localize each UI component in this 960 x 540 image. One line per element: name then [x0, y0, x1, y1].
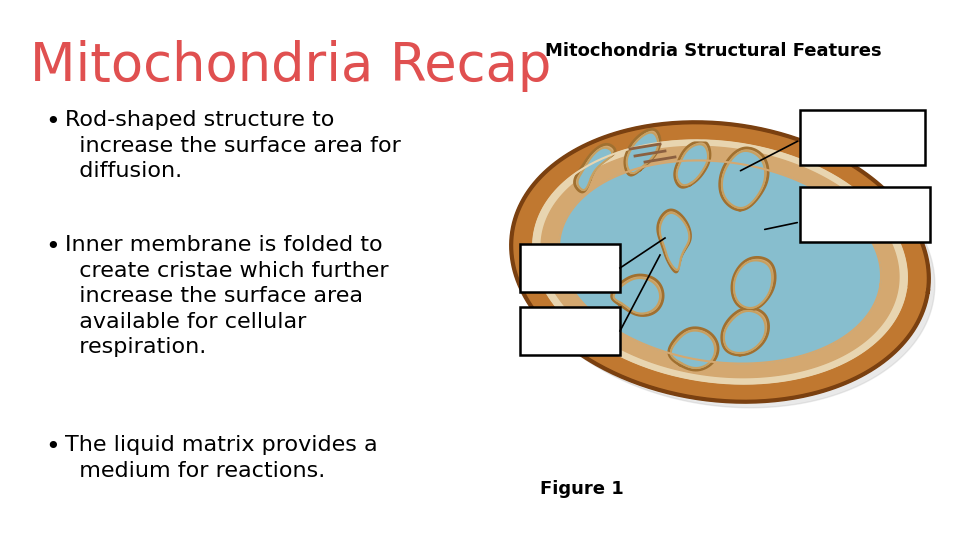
Polygon shape: [675, 141, 710, 187]
Polygon shape: [660, 213, 689, 270]
Polygon shape: [578, 148, 612, 190]
Polygon shape: [733, 260, 772, 308]
Polygon shape: [627, 132, 659, 173]
Polygon shape: [559, 160, 881, 363]
Polygon shape: [574, 144, 615, 192]
Polygon shape: [511, 122, 929, 402]
Polygon shape: [533, 140, 907, 384]
Polygon shape: [669, 328, 718, 370]
Polygon shape: [612, 275, 663, 315]
Polygon shape: [677, 144, 708, 185]
Polygon shape: [722, 308, 769, 355]
FancyBboxPatch shape: [800, 187, 930, 242]
Text: •: •: [45, 235, 60, 259]
Polygon shape: [720, 148, 768, 210]
Text: Rod-shaped structure to
  increase the surface area for
  diffusion.: Rod-shaped structure to increase the sur…: [65, 110, 401, 181]
Polygon shape: [625, 129, 660, 175]
Text: Inner membrane is folded to
  create cristae which further
  increase the surfac: Inner membrane is folded to create crist…: [65, 235, 389, 357]
Polygon shape: [732, 258, 775, 310]
Polygon shape: [658, 210, 690, 272]
FancyBboxPatch shape: [800, 110, 925, 165]
Text: Mitochondria Structural Features: Mitochondria Structural Features: [545, 42, 881, 60]
Polygon shape: [517, 129, 935, 408]
Polygon shape: [613, 278, 660, 314]
Text: •: •: [45, 435, 60, 459]
Text: Figure 1: Figure 1: [540, 480, 624, 498]
Text: The liquid matrix provides a
  medium for reactions.: The liquid matrix provides a medium for …: [65, 435, 377, 481]
Polygon shape: [724, 311, 765, 353]
FancyBboxPatch shape: [520, 244, 620, 292]
FancyBboxPatch shape: [520, 307, 620, 355]
Polygon shape: [541, 146, 899, 377]
Polygon shape: [671, 330, 715, 368]
Polygon shape: [722, 151, 765, 208]
Text: Mitochondria Recap: Mitochondria Recap: [30, 40, 551, 92]
Text: •: •: [45, 110, 60, 134]
